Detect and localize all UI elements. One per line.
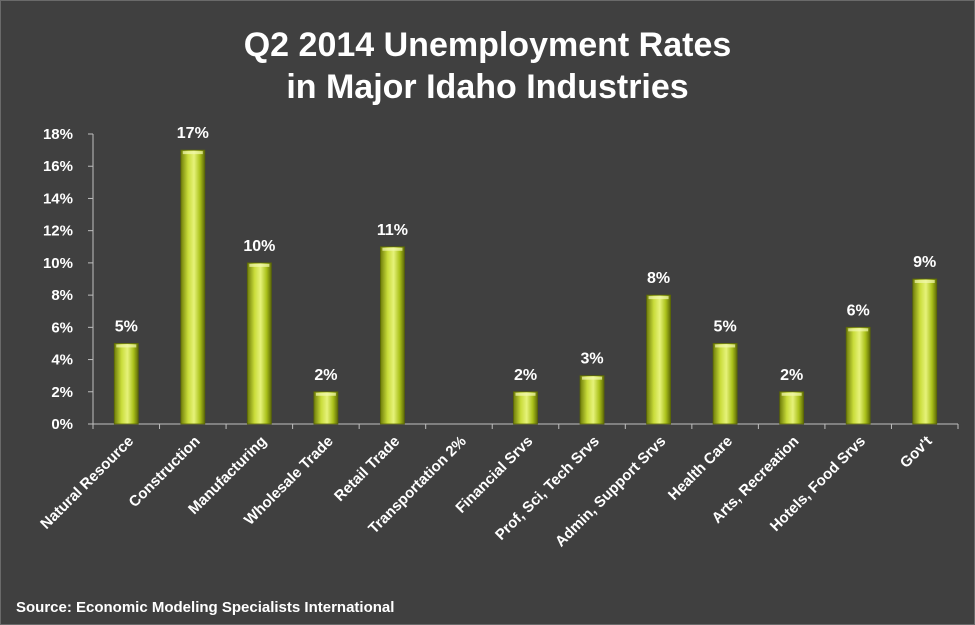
chart-title-line-1: Q2 2014 Unemployment Rates <box>243 26 732 64</box>
y-tick-label: 2% <box>51 384 73 401</box>
data-label: 11% <box>377 222 408 239</box>
bar <box>779 391 805 425</box>
chart-title: Q2 2014 Unemployment Rates in Major Idah… <box>0 24 975 108</box>
bars <box>113 149 938 425</box>
data-label: 9% <box>913 254 936 271</box>
y-tick-label: 6% <box>51 319 73 336</box>
data-label: 5% <box>115 318 138 335</box>
y-tick-label: 12% <box>43 223 73 240</box>
bar-highlight <box>382 247 403 251</box>
data-label: 10% <box>243 238 275 255</box>
bar <box>246 262 272 425</box>
data-label: 6% <box>847 302 870 319</box>
data-label: 2% <box>514 367 537 384</box>
bar <box>712 343 738 425</box>
y-tick-label: 0% <box>51 416 73 433</box>
y-tick-label: 16% <box>43 158 73 175</box>
data-label: 2% <box>314 367 337 384</box>
bar-highlight <box>582 376 603 380</box>
y-tick-label: 8% <box>51 287 73 304</box>
bar-highlight <box>315 392 336 396</box>
bar-highlight <box>914 280 935 283</box>
bar <box>513 391 538 425</box>
bar <box>646 294 671 425</box>
data-label: 17% <box>177 125 209 142</box>
data-label: 2% <box>780 367 803 384</box>
bar <box>113 343 139 425</box>
y-axis: 0% 2% 4% 6% 8% 10% 12% 14% 16% 18% <box>43 126 94 433</box>
bar-highlight <box>515 392 536 396</box>
bar <box>313 391 339 425</box>
category-label: Health Care <box>665 433 736 504</box>
bar-highlight <box>848 328 869 332</box>
category-label: Admin, Support Srvs <box>552 433 670 551</box>
data-labels: 5% 17% 10% 2% 11% 2% 3% 8% 5% 2% 6% 9% <box>115 125 937 384</box>
data-label: 5% <box>714 318 737 335</box>
category-label: Natural Resource <box>37 433 137 533</box>
bar <box>380 246 405 425</box>
bar-highlight <box>116 344 137 348</box>
chart-title-line-2: in Major Idaho Industries <box>286 68 689 106</box>
source-note: Source: Economic Modeling Specialists In… <box>16 599 395 616</box>
y-tick-label: 10% <box>43 255 73 272</box>
y-tick-label: 14% <box>43 190 73 207</box>
bar-highlight <box>648 296 669 300</box>
x-axis <box>92 423 959 429</box>
bar-highlight <box>249 263 270 267</box>
y-tick-label: 4% <box>51 352 73 369</box>
category-labels: Natural ResourceConstructionManufacturin… <box>37 433 935 551</box>
y-tick-label: 18% <box>43 126 73 143</box>
bar-highlight <box>182 151 203 155</box>
data-label: 3% <box>580 351 603 368</box>
bar <box>845 326 871 425</box>
bar <box>912 278 938 425</box>
bar-highlight <box>781 392 802 396</box>
bar <box>579 375 605 425</box>
bar-highlight <box>715 344 736 348</box>
bar <box>180 149 206 425</box>
category-label: Gov't <box>897 433 936 472</box>
category-label: Retail Trade <box>331 433 403 505</box>
data-label: 8% <box>647 270 670 287</box>
